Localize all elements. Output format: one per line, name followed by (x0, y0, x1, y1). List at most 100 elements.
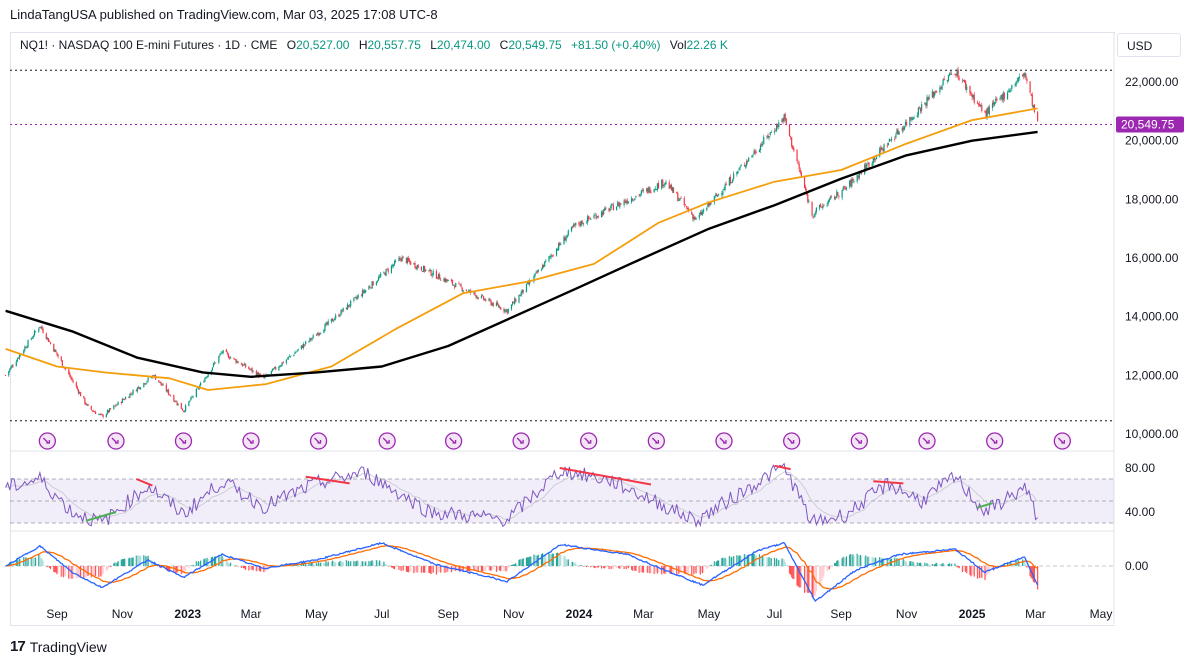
candle-body (84, 397, 86, 404)
time-tick-label: May (1090, 607, 1113, 621)
macd-line (5, 541, 1039, 603)
candle-body (290, 355, 292, 357)
candle-body (175, 401, 177, 402)
event-marker-circle (918, 432, 936, 450)
candle-body (475, 295, 477, 298)
candle-body (260, 374, 262, 376)
macd-hist-bar (902, 559, 904, 566)
candle-body (420, 267, 423, 271)
candle-body (335, 315, 337, 319)
macd-hist-bar (715, 561, 718, 566)
event-marker-arrow (584, 437, 592, 444)
macd-hist-bar (1037, 566, 1039, 590)
macd-hist-bar (476, 566, 478, 570)
candle-body (78, 392, 81, 394)
candle-body (932, 91, 935, 98)
candle-body (257, 372, 260, 377)
candle-body (414, 262, 416, 268)
candle-body (371, 281, 373, 289)
currency-selector[interactable]: USD (1117, 33, 1181, 57)
candle-body (207, 373, 209, 377)
candle-body (1030, 93, 1032, 96)
macd-hist-bar (940, 564, 942, 566)
macd-hist-bar (405, 566, 408, 572)
candle-body (185, 405, 187, 412)
macd-hist-bar (248, 566, 250, 571)
candle-body (311, 338, 313, 340)
candle-body (941, 85, 943, 90)
candle-body (731, 180, 734, 183)
candle-body (26, 346, 28, 348)
macd-hist-bar (190, 565, 192, 566)
candle-body (495, 302, 498, 307)
macd-hist-bar (545, 554, 547, 566)
macd-hist-bar (488, 566, 490, 570)
macd-hist-bar (180, 566, 182, 575)
macd-hist-bar (526, 557, 529, 566)
symbol-title[interactable]: NQ1! · NASDAQ 100 E-mini Futures · 1D · … (20, 38, 278, 52)
candle-body (94, 411, 97, 414)
macd-hist-bar (744, 554, 747, 566)
candle-body (610, 204, 612, 208)
macd-hist-bar (573, 562, 575, 566)
candle-body (515, 298, 517, 303)
candle-body (183, 411, 186, 412)
macd-hist-bar (843, 556, 845, 566)
event-marker-circle (512, 432, 530, 450)
macd-hist-bar (850, 554, 852, 566)
candle-body (521, 289, 523, 294)
macd-hist-bar (120, 559, 122, 566)
macd-hist-bar (781, 558, 783, 566)
candle-body (641, 190, 643, 191)
macd-hist-bar (68, 566, 70, 579)
candle-body (916, 115, 918, 118)
macd-hist-bar (326, 563, 328, 566)
macd-hist-bar (813, 566, 815, 597)
macd-hist-bar (15, 560, 17, 566)
macd-hist-bar (793, 566, 795, 580)
candle-body (713, 196, 715, 203)
macd-hist-bar (87, 566, 89, 576)
macd-hist-bar (121, 559, 123, 566)
macd-hist-bar (380, 562, 382, 566)
macd-hist-bar (370, 561, 372, 566)
candle-body (25, 347, 27, 348)
candle-body (327, 320, 329, 325)
macd-hist-bar (340, 561, 342, 566)
candle-body (377, 276, 380, 281)
macd-hist-bar (235, 565, 237, 566)
macd-hist-bar (686, 566, 689, 574)
macd-hist-bar (972, 566, 974, 575)
macd-hist-bar (48, 566, 51, 568)
macd-hist-bar (530, 556, 532, 566)
macd-hist-bar (827, 566, 829, 570)
candle-body (79, 392, 82, 397)
candle-body (574, 223, 576, 226)
candle-body (131, 394, 133, 395)
candle-body (743, 165, 746, 167)
macd-hist-bar (474, 566, 476, 571)
macd-hist-bar (1006, 562, 1009, 566)
candle-body (1031, 94, 1033, 106)
macd-hist-bar (928, 564, 930, 566)
candle-body (376, 281, 379, 282)
candle-body (586, 216, 589, 223)
candle-body (725, 183, 727, 186)
candle-body (619, 203, 621, 208)
macd-hist-bar (459, 566, 461, 572)
candle-body (661, 179, 663, 189)
candle-body (192, 396, 194, 398)
footer-brand[interactable]: 17 TradingView (10, 638, 107, 655)
candle-body (677, 193, 679, 202)
candle-body (11, 365, 13, 368)
candle-body (723, 189, 725, 191)
candle-body (904, 122, 907, 126)
macd-hist-bar (650, 566, 652, 574)
candle-body (969, 86, 971, 94)
time-tick-label: May (698, 607, 721, 621)
macd-hist-bar (165, 566, 167, 570)
candle-body (108, 408, 111, 413)
macd-hist-bar (102, 566, 104, 575)
candle-body (215, 362, 217, 364)
